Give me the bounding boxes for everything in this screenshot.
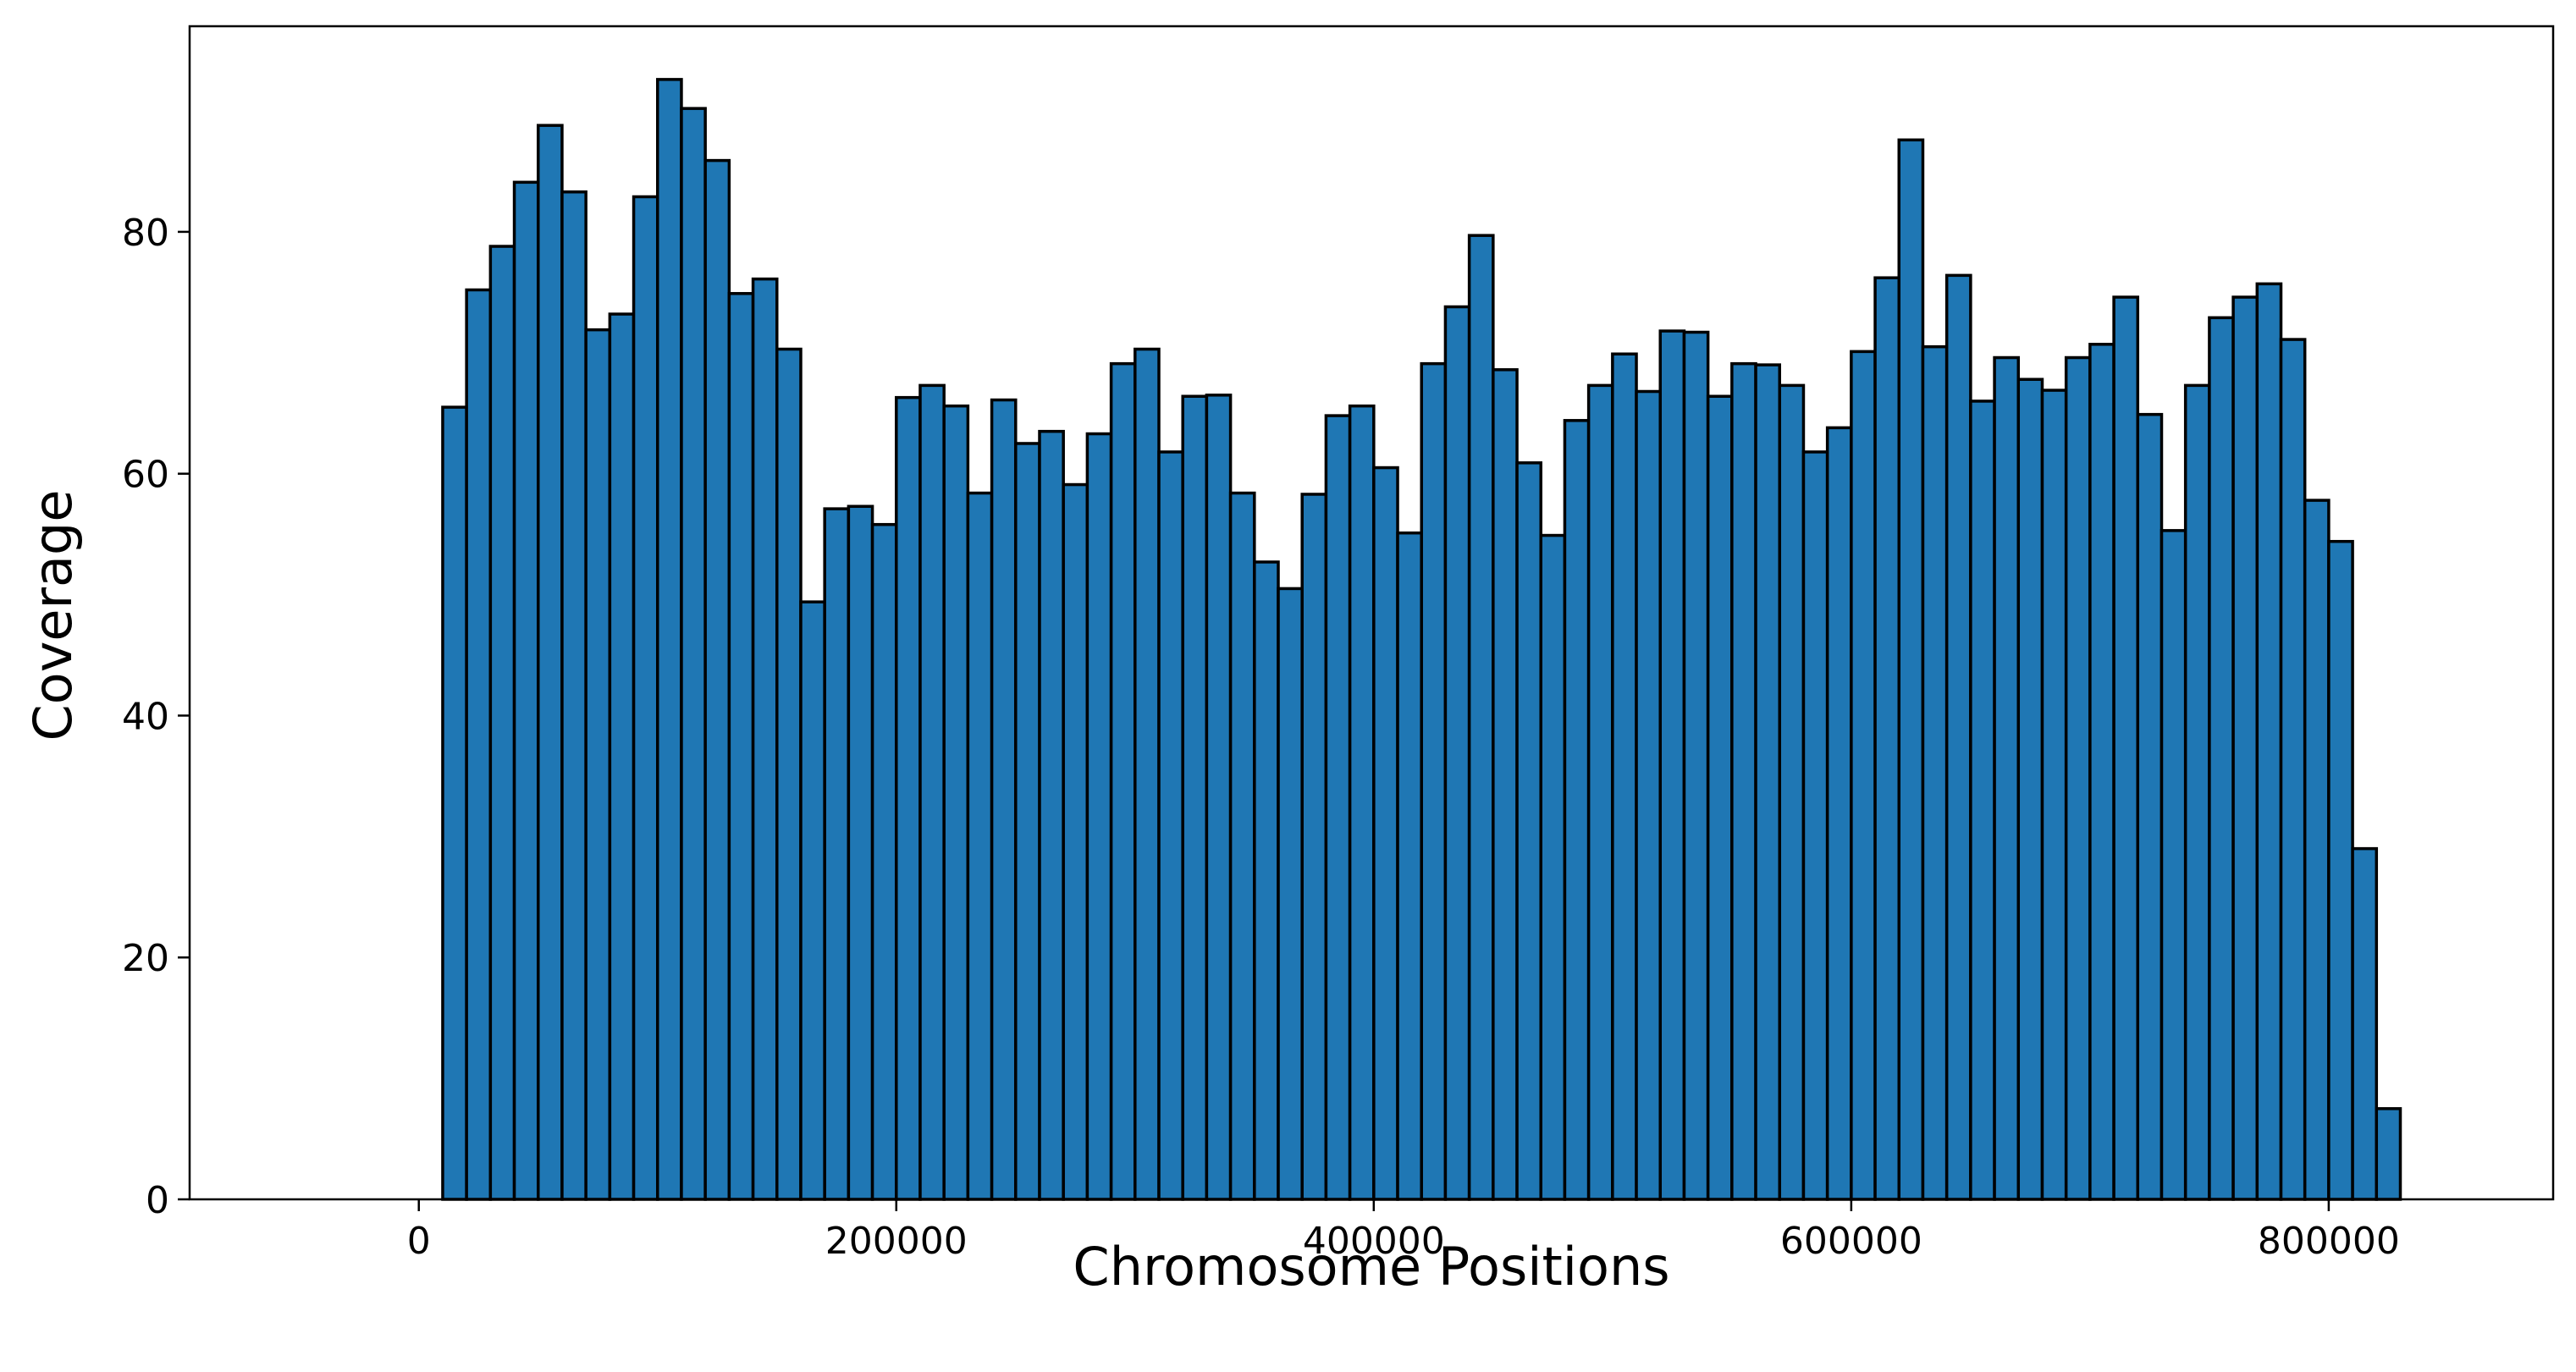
plot-frame — [188, 25, 2555, 1201]
histogram-bar — [465, 288, 493, 1201]
histogram-bar — [895, 395, 922, 1201]
histogram-bar — [1586, 383, 1614, 1201]
y-tick-label: 40 — [122, 695, 169, 738]
x-tick-label: 400000 — [1303, 1220, 1445, 1263]
histogram-bar — [1467, 234, 1495, 1201]
histogram-bar — [1157, 450, 1184, 1201]
histogram-bar — [1348, 404, 1376, 1201]
histogram-bar — [2351, 846, 2379, 1201]
histogram-bar — [2040, 388, 2068, 1201]
histogram-bar — [1778, 383, 1806, 1201]
histogram-bar — [703, 158, 731, 1201]
histogram-bar — [847, 504, 874, 1201]
histogram-bar — [1300, 493, 1328, 1201]
histogram-bar — [1253, 560, 1280, 1201]
histogram-bar — [1611, 352, 1638, 1201]
histogram-bar — [1372, 466, 1399, 1201]
y-tick-label: 0 — [146, 1179, 169, 1222]
histogram-bar — [1085, 432, 1113, 1201]
histogram-bar — [584, 328, 612, 1201]
histogram-bar — [942, 404, 970, 1201]
histogram-bar — [1754, 363, 1782, 1201]
histogram-bar — [1396, 531, 1423, 1201]
histogram-bar — [775, 347, 803, 1201]
histogram-bar — [2208, 316, 2235, 1201]
histogram-bar — [1134, 347, 1161, 1201]
histogram-bar — [1801, 450, 1829, 1201]
histogram-bar — [1014, 442, 1041, 1201]
histogram-bar — [1109, 361, 1137, 1201]
histogram-bar — [1443, 305, 1471, 1201]
histogram-bar — [1921, 344, 1949, 1201]
histogram-bar — [1897, 138, 1925, 1201]
histogram-bar — [1205, 394, 1233, 1201]
histogram-bar — [2183, 383, 2211, 1201]
histogram-bar — [560, 190, 587, 1201]
histogram-bar — [2327, 539, 2354, 1201]
histogram-bar — [1515, 461, 1542, 1201]
histogram-bar — [1635, 389, 1662, 1201]
histogram-bar — [2231, 295, 2259, 1201]
histogram-bar — [990, 398, 1018, 1201]
x-tick-label: 800000 — [2258, 1220, 2400, 1263]
histogram-bar — [2375, 1107, 2402, 1201]
histogram-bar — [680, 107, 707, 1201]
histogram-bar — [1492, 368, 1519, 1201]
bars-group — [441, 78, 2402, 1201]
histogram-bar — [1850, 350, 1877, 1201]
y-tick-label: 60 — [122, 454, 169, 497]
histogram-bar — [1944, 273, 1972, 1201]
y-axis-ticks: 0 20 40 60 80 — [122, 212, 190, 1222]
histogram-bar — [1730, 361, 1757, 1201]
histogram-bar — [823, 507, 851, 1201]
y-tick-label: 80 — [122, 212, 169, 255]
histogram-bar — [2064, 355, 2092, 1201]
histogram-bar — [1539, 533, 1567, 1201]
y-axis-label: Coverage — [22, 489, 84, 741]
histogram-bar — [441, 405, 468, 1201]
histogram-bar — [1062, 482, 1089, 1201]
histogram-bar — [2160, 529, 2187, 1201]
histogram-bar — [1682, 330, 1710, 1201]
x-tick-label: 0 — [407, 1220, 431, 1263]
histogram-bar — [1563, 419, 1591, 1201]
histogram-bar — [918, 383, 946, 1201]
histogram-bar — [1658, 329, 1686, 1201]
x-tick-label: 600000 — [1780, 1220, 1922, 1263]
x-axis-ticks: 0 200000 400000 600000 800000 — [407, 1199, 2400, 1263]
histogram-bar — [632, 195, 659, 1201]
histogram-bar — [966, 491, 994, 1201]
histogram-bar — [2255, 282, 2283, 1201]
histogram-bar — [751, 277, 779, 1201]
histogram-bar — [727, 292, 755, 1201]
histogram-bar — [1420, 361, 1448, 1201]
histogram-bar — [1324, 414, 1352, 1201]
histogram-bar — [2112, 295, 2140, 1201]
histogram-bar — [1181, 394, 1209, 1201]
histogram-bar — [2279, 338, 2307, 1201]
histogram-bar — [2136, 412, 2164, 1201]
histogram-bar — [799, 600, 826, 1201]
x-tick-label: 200000 — [825, 1220, 968, 1263]
histogram-bar — [2088, 343, 2115, 1201]
histogram-bar — [1969, 399, 1996, 1201]
histogram-bar — [1825, 426, 1853, 1201]
y-tick-label: 20 — [122, 937, 169, 980]
histogram-bar — [870, 522, 898, 1201]
histogram-bar — [512, 180, 540, 1201]
histogram-bar — [1228, 491, 1256, 1201]
histogram-bar — [488, 245, 516, 1201]
histogram-bar — [1706, 394, 1734, 1201]
x-axis-label: Chromosome Positions — [1073, 1236, 1669, 1298]
histogram-bar — [608, 312, 636, 1201]
histogram-bar — [1873, 276, 1901, 1201]
histogram-bar — [2016, 377, 2044, 1201]
histogram-bar — [1993, 355, 2021, 1201]
histogram-bar — [536, 124, 564, 1201]
histogram-bar — [1038, 429, 1065, 1201]
histogram-bar — [656, 78, 683, 1201]
histogram-bar — [1277, 587, 1304, 1201]
histogram-bar — [2303, 499, 2331, 1201]
